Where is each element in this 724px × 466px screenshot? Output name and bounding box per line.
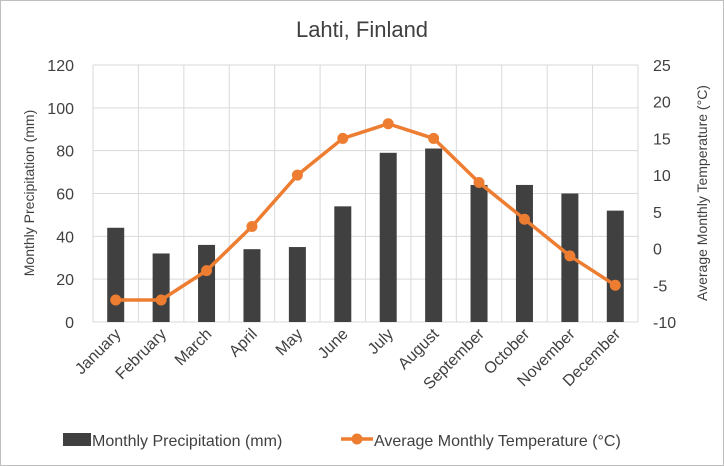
y-right-tick-label: 25 — [653, 58, 671, 75]
temp-point-may — [291, 169, 303, 181]
temperature-line — [115, 121, 617, 302]
x-tick-label: July — [365, 326, 397, 358]
x-tick-label: March — [172, 326, 215, 369]
temp-point-march — [201, 265, 213, 277]
y-tick-label: 80 — [56, 144, 74, 161]
y-tick-label: 40 — [56, 229, 74, 246]
bar-march — [198, 244, 216, 322]
y-right-tick-label: 10 — [653, 168, 671, 185]
y-right-tick-label: -5 — [653, 278, 667, 295]
chart-title: Lahti, Finland — [296, 17, 428, 42]
bar-august — [425, 148, 443, 322]
temp-point-july — [382, 118, 394, 130]
y-right-axis-title: Average Monthly Temperature (°C) — [694, 85, 710, 301]
x-tick-label: May — [273, 326, 306, 359]
y-right-tick-label: 0 — [653, 242, 662, 259]
y-right-tick-label: -10 — [653, 315, 676, 332]
y-right-tick-label: 5 — [653, 205, 662, 222]
y-tick-label: 60 — [56, 187, 74, 204]
temp-point-april — [246, 221, 258, 233]
legend-swatch-precipitation — [63, 433, 91, 446]
bar-july — [379, 152, 397, 322]
legend-label-precipitation: Monthly Precipitation (mm) — [92, 433, 282, 450]
y-axis-title: Monthly Precipitation (mm) — [21, 110, 37, 277]
bar-january — [107, 227, 125, 322]
temp-point-september — [473, 176, 485, 188]
temp-point-june — [337, 132, 349, 144]
legend-marker-temperature — [351, 433, 363, 445]
legend-label-temperature: Average Monthly Temperature (°C) — [374, 433, 621, 450]
bar-december — [606, 210, 624, 322]
bar-june — [334, 206, 352, 322]
bar-october — [515, 184, 533, 322]
temp-point-november — [564, 250, 576, 262]
x-tick-label: April — [226, 326, 261, 361]
y-tick-label: 20 — [56, 272, 74, 289]
y-tick-label: 100 — [47, 101, 74, 118]
bar-february — [152, 253, 170, 322]
temp-point-august — [428, 132, 440, 144]
temp-point-february — [155, 294, 167, 306]
temp-point-october — [518, 213, 530, 225]
x-tick-label: June — [315, 326, 352, 363]
y-right-tick-label: 15 — [653, 131, 671, 148]
bar-september — [470, 184, 488, 322]
temp-point-january — [110, 294, 122, 306]
y-tick-label: 120 — [47, 58, 74, 75]
y-tick-label: 0 — [65, 315, 74, 332]
y-right-tick-label: 20 — [653, 95, 671, 112]
temp-point-december — [609, 279, 621, 291]
x-tick-label: February — [113, 326, 170, 383]
bar-april — [243, 249, 261, 322]
bar-may — [288, 247, 306, 322]
